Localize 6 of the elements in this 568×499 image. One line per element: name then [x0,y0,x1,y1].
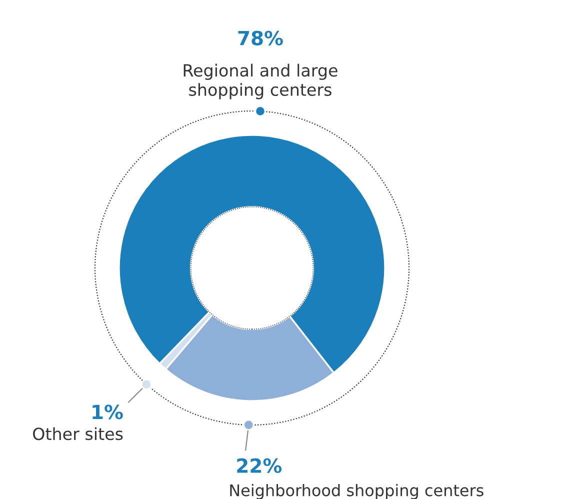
slice-label: Neighborhood shopping centers [230,484,484,499]
data-label: 22% [237,458,282,474]
data-label: 1% [92,404,123,420]
slice-label: Regional and large shopping centers [184,64,338,100]
slice-label: Other sites [33,427,123,440]
data-label: 78% [238,30,283,46]
